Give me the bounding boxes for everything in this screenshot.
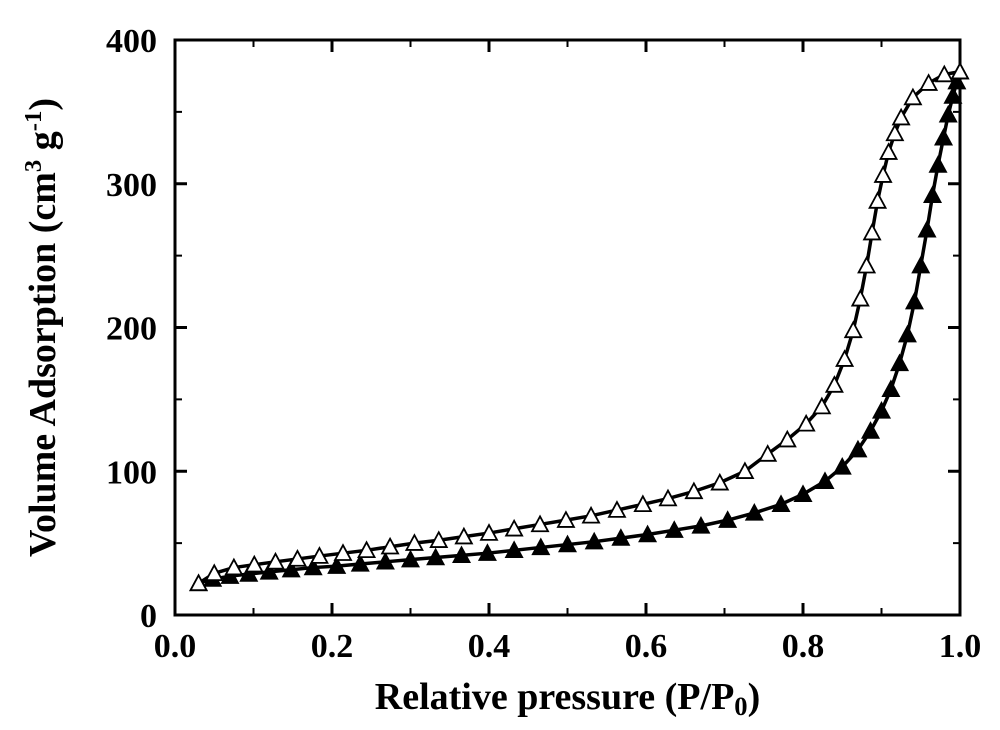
plot-frame xyxy=(175,40,960,615)
svg-text:400: 400 xyxy=(106,23,157,60)
series-lines xyxy=(199,72,960,584)
x-axis-ticks xyxy=(175,40,960,615)
chart-svg: 0.0 0.2 0.4 0.6 0.8 1.0 0 100 200 300 400 Relativ… xyxy=(0,0,1000,730)
isotherm-chart: 0.0 0.2 0.4 0.6 0.8 1.0 0 100 200 300 400 Relativ… xyxy=(0,0,1000,730)
svg-text:0.4: 0.4 xyxy=(468,628,511,665)
svg-text:0.0: 0.0 xyxy=(154,628,197,665)
svg-text:200: 200 xyxy=(106,311,157,348)
svg-text:300: 300 xyxy=(106,167,157,204)
y-axis-minor-ticks xyxy=(175,112,960,543)
y-axis-tick-labels: 0 100 200 300 400 xyxy=(106,23,157,635)
svg-text:0.2: 0.2 xyxy=(311,628,354,665)
svg-text:100: 100 xyxy=(106,454,157,491)
svg-text:0.8: 0.8 xyxy=(782,628,825,665)
svg-text:Relative pressure (P/P0): Relative pressure (P/P0) xyxy=(375,676,760,721)
x-axis-tick-labels: 0.0 0.2 0.4 0.6 0.8 1.0 xyxy=(154,628,982,665)
svg-text:Volume Adsorption (cm3 g-1): Volume Adsorption (cm3 g-1) xyxy=(20,98,64,557)
svg-text:1.0: 1.0 xyxy=(939,628,982,665)
svg-text:0.6: 0.6 xyxy=(625,628,668,665)
x-axis-minor-ticks xyxy=(254,40,882,615)
y-axis-ticks xyxy=(175,40,960,615)
series-markers xyxy=(191,64,968,591)
svg-text:0: 0 xyxy=(140,598,157,635)
